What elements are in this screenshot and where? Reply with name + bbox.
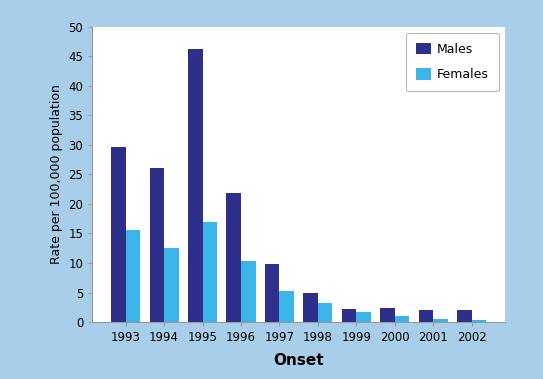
Bar — [203, 222, 217, 322]
Bar — [380, 308, 395, 322]
X-axis label: Onset: Onset — [273, 352, 324, 368]
Bar — [280, 291, 294, 322]
Bar — [433, 319, 448, 322]
Bar — [457, 310, 472, 322]
Bar — [472, 320, 486, 322]
Bar — [164, 248, 179, 322]
Legend: Males, Females: Males, Females — [406, 33, 498, 91]
Bar — [419, 310, 433, 322]
Bar — [149, 168, 164, 322]
Bar — [265, 264, 280, 322]
Bar — [226, 193, 241, 322]
Bar — [241, 261, 256, 322]
Bar — [303, 293, 318, 322]
Bar — [342, 309, 356, 322]
Bar — [356, 312, 371, 322]
Bar — [125, 230, 140, 322]
Bar — [318, 303, 332, 322]
Bar — [395, 316, 409, 322]
Bar — [111, 147, 125, 322]
Y-axis label: Rate per 100,000 population: Rate per 100,000 population — [50, 85, 63, 264]
Bar — [188, 49, 203, 322]
